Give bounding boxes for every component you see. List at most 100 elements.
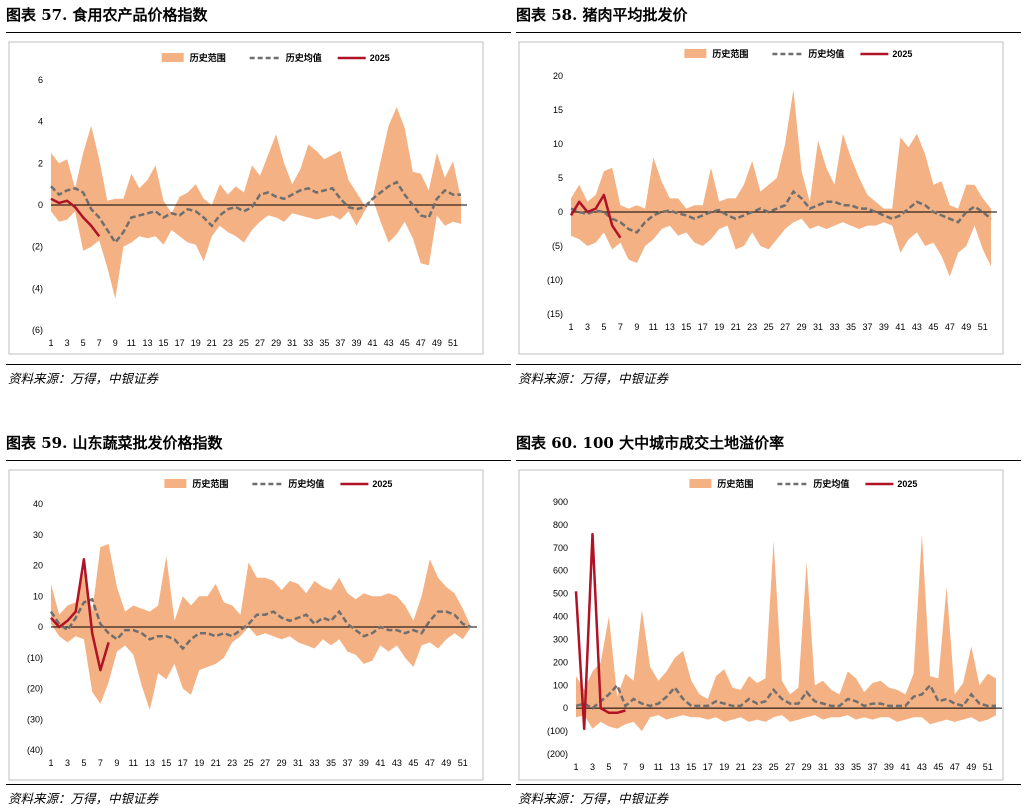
chart-title: 图表 60. 100 大中城市成交土地溢价率 <box>516 434 785 452</box>
x-tick-label: 35 <box>846 322 856 332</box>
x-tick-label: 11 <box>649 322 658 332</box>
x-tick-label: 35 <box>326 758 336 768</box>
x-tick-label: 15 <box>159 338 169 348</box>
title-rule <box>6 460 511 461</box>
x-tick-label: 41 <box>375 758 385 768</box>
plot-frame <box>518 41 1004 355</box>
legend-label-range: 历史范围 <box>192 478 228 489</box>
series-2025-line <box>50 558 110 672</box>
x-tick-label: 19 <box>719 762 729 772</box>
series-2025-line <box>50 197 101 238</box>
x-tick-label: 51 <box>983 762 993 772</box>
legend-label-avg: 历史均值 <box>813 478 849 489</box>
title-rule <box>516 32 1021 33</box>
series-historical-average-line <box>575 682 996 710</box>
legend-swatch-range <box>689 479 712 488</box>
x-tick-label: 29 <box>802 762 812 772</box>
source-rule <box>6 784 511 785</box>
x-tick-label: 23 <box>747 322 757 332</box>
x-tick-label: 27 <box>260 758 270 768</box>
legend-swatch-range <box>161 53 184 62</box>
legend-label-2025: 2025 <box>372 479 392 489</box>
y-tick-label: (10) <box>547 275 563 285</box>
chart-title: 图表 59. 山东蔬菜批发价格指数 <box>6 434 223 452</box>
y-tick-label: (6) <box>32 325 43 335</box>
series-historical-range-band <box>576 534 996 732</box>
y-tick-label: (5) <box>552 241 563 251</box>
y-tick-label: (2) <box>32 242 43 252</box>
x-tick-label: 31 <box>293 758 303 768</box>
x-tick-label: 47 <box>416 338 426 348</box>
x-tick-label: 11 <box>654 762 663 772</box>
series-historical-average-line <box>50 180 461 245</box>
x-tick-label: 7 <box>98 758 103 768</box>
legend-label-avg: 历史均值 <box>286 52 322 63</box>
x-tick-label: 27 <box>255 338 265 348</box>
source-note: 资料来源：万得，中银证券 <box>8 371 159 386</box>
x-tick-label: 7 <box>623 762 628 772</box>
x-tick-label: 17 <box>703 762 713 772</box>
y-tick-label: 2 <box>38 158 43 168</box>
x-tick-label: 51 <box>458 758 468 768</box>
x-tick-label: 3 <box>585 322 590 332</box>
y-tick-label: 40 <box>33 499 43 509</box>
x-tick-label: 9 <box>634 322 639 332</box>
plot-frame <box>8 41 484 355</box>
x-tick-label: 17 <box>175 338 185 348</box>
x-tick-label: 43 <box>392 758 402 768</box>
x-tick-label: 3 <box>590 762 595 772</box>
legend-label-avg: 历史均值 <box>808 48 844 59</box>
x-tick-label: 13 <box>145 758 155 768</box>
x-tick-label: 49 <box>441 758 451 768</box>
x-tick-label: 9 <box>114 758 119 768</box>
legend-label-avg: 历史均值 <box>288 478 324 489</box>
x-tick-label: 13 <box>670 762 680 772</box>
y-tick-label: (40) <box>27 745 43 755</box>
x-tick-label: 5 <box>81 758 86 768</box>
legend-swatch-range <box>684 49 707 58</box>
x-tick-label: 29 <box>271 338 281 348</box>
x-tick-label: 27 <box>785 762 795 772</box>
x-tick-label: 51 <box>978 322 988 332</box>
y-tick-label: 10 <box>33 591 43 601</box>
x-tick-label: 43 <box>384 338 394 348</box>
x-tick-label: 25 <box>764 322 774 332</box>
x-tick-label: 33 <box>303 338 313 348</box>
y-tick-label: 0 <box>563 703 568 713</box>
x-tick-label: 51 <box>448 338 458 348</box>
y-tick-label: 6 <box>38 75 43 85</box>
x-tick-label: 9 <box>113 338 118 348</box>
y-tick-label: 10 <box>553 139 563 149</box>
x-tick-label: 41 <box>900 762 910 772</box>
x-tick-label: 17 <box>178 758 188 768</box>
source-rule <box>516 784 1021 785</box>
legend-label-2025: 2025 <box>897 479 917 489</box>
x-tick-label: 25 <box>769 762 779 772</box>
x-tick-label: 13 <box>142 338 152 348</box>
x-tick-label: 23 <box>752 762 762 772</box>
x-tick-label: 25 <box>239 338 249 348</box>
y-tick-label: 0 <box>558 207 563 217</box>
x-tick-label: 15 <box>161 758 171 768</box>
y-tick-label: 200 <box>553 657 568 667</box>
legend-label-2025: 2025 <box>892 49 912 59</box>
y-tick-label: 500 <box>553 589 568 599</box>
title-rule <box>6 32 511 33</box>
x-tick-label: 27 <box>780 322 790 332</box>
x-tick-label: 47 <box>945 322 955 332</box>
y-tick-label: (100) <box>547 726 568 736</box>
y-tick-label: (200) <box>547 749 568 759</box>
x-tick-label: 19 <box>191 338 201 348</box>
source-note: 资料来源：万得，中银证券 <box>8 791 159 806</box>
series-2025-line <box>569 193 622 239</box>
x-tick-label: 39 <box>884 762 894 772</box>
chart-title: 图表 57. 食用农产品价格指数 <box>6 6 208 24</box>
y-tick-label: 700 <box>553 543 568 553</box>
legend-label-range: 历史范围 <box>712 48 748 59</box>
x-tick-label: 23 <box>223 338 233 348</box>
x-tick-label: 5 <box>606 762 611 772</box>
x-tick-label: 13 <box>665 322 675 332</box>
x-tick-label: 5 <box>601 322 606 332</box>
series-historical-average-line <box>49 597 472 651</box>
